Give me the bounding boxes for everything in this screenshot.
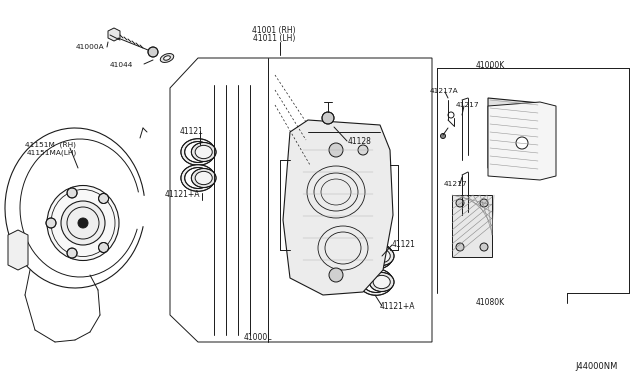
Ellipse shape <box>363 272 389 292</box>
Circle shape <box>46 218 56 228</box>
Text: 41121+A: 41121+A <box>380 302 415 311</box>
Ellipse shape <box>195 171 212 185</box>
Ellipse shape <box>185 142 211 163</box>
Ellipse shape <box>373 249 390 263</box>
Polygon shape <box>452 195 492 257</box>
Text: 41151MA(LH): 41151MA(LH) <box>27 150 77 157</box>
Ellipse shape <box>359 269 393 295</box>
Circle shape <box>480 199 488 207</box>
Ellipse shape <box>160 54 173 62</box>
Circle shape <box>329 268 343 282</box>
Polygon shape <box>488 102 556 180</box>
Circle shape <box>358 145 368 155</box>
Circle shape <box>322 112 334 124</box>
Text: 41217: 41217 <box>456 102 479 108</box>
Text: 41001 (RH): 41001 (RH) <box>252 26 296 35</box>
Text: 41217A: 41217A <box>430 88 459 94</box>
Ellipse shape <box>191 142 216 161</box>
Ellipse shape <box>363 246 389 266</box>
Ellipse shape <box>185 167 211 189</box>
Ellipse shape <box>369 273 394 292</box>
Text: 41151M  (RH): 41151M (RH) <box>25 141 76 148</box>
Text: 41000A: 41000A <box>76 44 104 50</box>
Ellipse shape <box>373 275 390 289</box>
Circle shape <box>67 248 77 258</box>
Ellipse shape <box>191 169 216 187</box>
Text: J44000NM: J44000NM <box>575 362 618 371</box>
Text: 41121: 41121 <box>180 127 204 136</box>
Text: 41011 (LH): 41011 (LH) <box>253 34 295 43</box>
Text: 41121+A: 41121+A <box>165 190 200 199</box>
Circle shape <box>329 143 343 157</box>
Ellipse shape <box>195 145 212 158</box>
Circle shape <box>516 137 528 149</box>
Circle shape <box>99 193 109 203</box>
Polygon shape <box>488 98 540 173</box>
Polygon shape <box>8 230 28 270</box>
Circle shape <box>456 243 464 251</box>
Ellipse shape <box>359 243 393 269</box>
Polygon shape <box>283 120 393 295</box>
Ellipse shape <box>47 186 119 260</box>
Text: 41080K: 41080K <box>476 298 504 307</box>
Circle shape <box>99 243 109 253</box>
Circle shape <box>61 201 105 245</box>
Text: 41000L: 41000L <box>244 333 272 342</box>
Ellipse shape <box>369 247 394 266</box>
Polygon shape <box>108 28 120 41</box>
Circle shape <box>440 134 445 138</box>
Ellipse shape <box>181 139 215 165</box>
Text: 41217: 41217 <box>444 181 468 187</box>
Circle shape <box>480 243 488 251</box>
Text: 41128: 41128 <box>348 137 372 146</box>
Text: 41044: 41044 <box>110 62 133 68</box>
Text: 41000K: 41000K <box>476 61 504 70</box>
Circle shape <box>148 47 158 57</box>
Ellipse shape <box>164 56 170 60</box>
Ellipse shape <box>181 165 215 191</box>
Text: 41121: 41121 <box>392 240 416 249</box>
Circle shape <box>67 188 77 198</box>
Circle shape <box>78 218 88 228</box>
Circle shape <box>456 199 464 207</box>
